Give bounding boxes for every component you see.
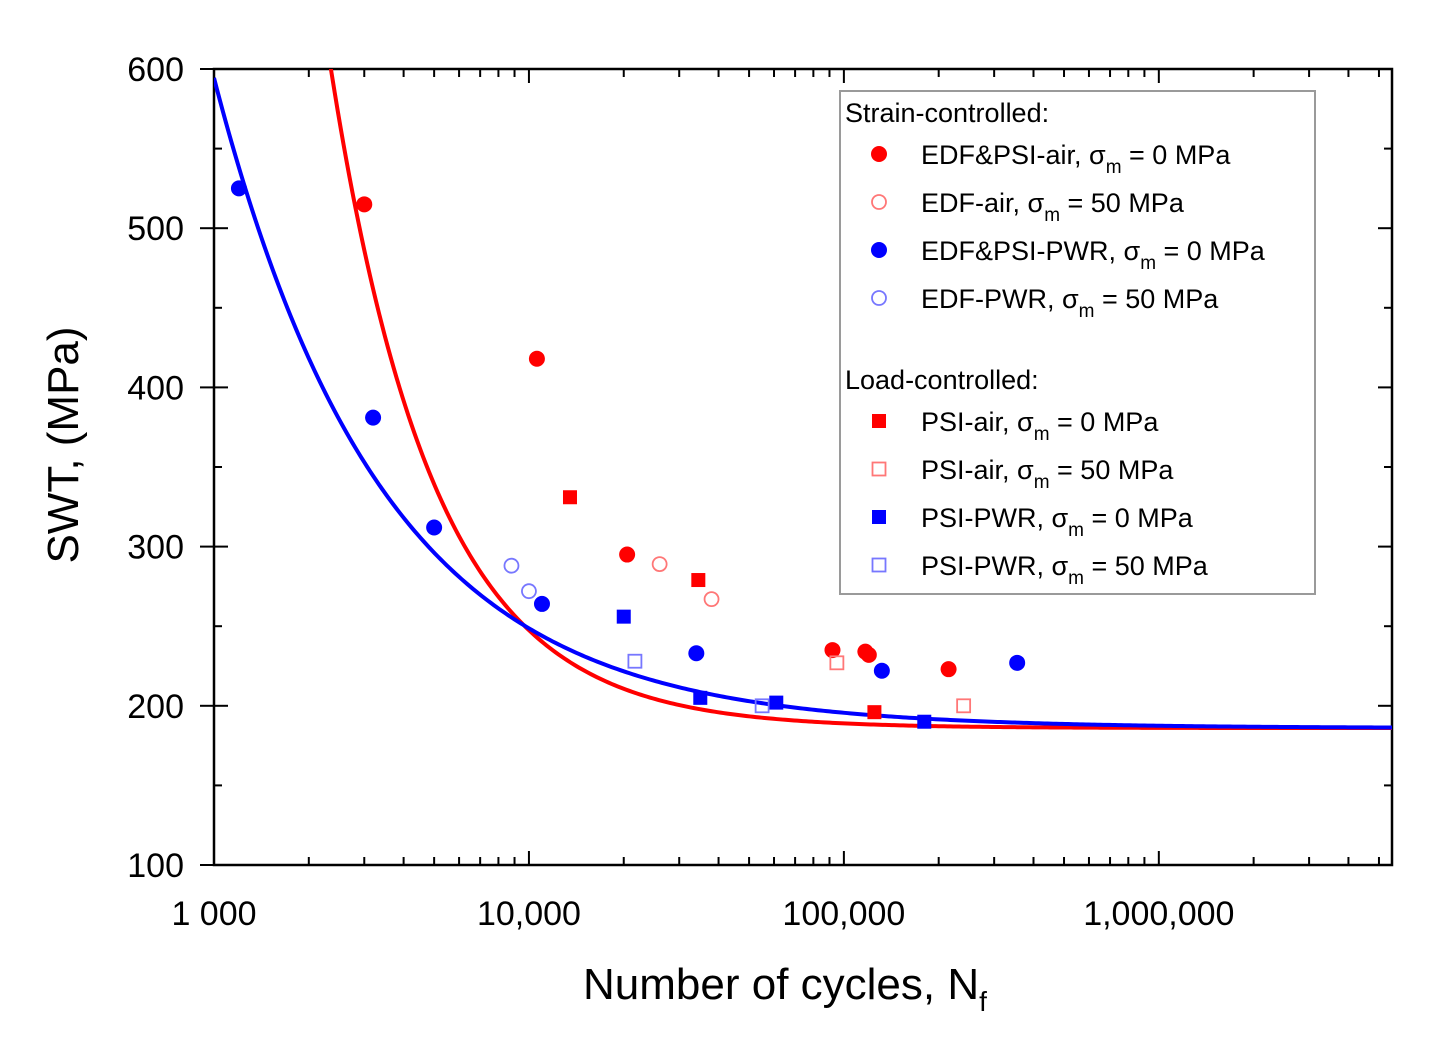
data-point <box>528 350 545 367</box>
legend-box <box>839 90 1316 595</box>
data-point <box>230 180 247 197</box>
data-point <box>917 714 932 729</box>
y-tick-label: 400 <box>127 369 184 407</box>
data-point <box>503 557 520 574</box>
legend-label: PSI-PWR, σm = 0 MPa <box>921 503 1194 541</box>
data-point <box>688 645 705 662</box>
fit-curve <box>214 77 1392 730</box>
data-point <box>940 661 957 678</box>
data-point <box>521 583 537 600</box>
legend-label: EDF-PWR, σm = 50 MPa <box>921 284 1219 322</box>
data-point <box>824 642 841 659</box>
data-point <box>365 409 382 426</box>
legend-label: EDF&PSI-air, σm = 0 MPa <box>921 140 1231 178</box>
legend-marker <box>871 557 887 573</box>
data-point <box>562 490 577 505</box>
y-tick-label: 300 <box>127 529 184 567</box>
x-tick-labels: 1 000 10,000 100,000 1,000,000 <box>171 895 1234 933</box>
y-tick-label: 200 <box>127 688 184 726</box>
fit-curves <box>214 69 1392 731</box>
legend-label: EDF&PSI-PWR, σm = 0 MPa <box>921 236 1266 274</box>
legend-label: PSI-air, σm = 50 MPa <box>921 455 1174 493</box>
data-point <box>956 698 972 714</box>
data-point <box>769 695 784 710</box>
data-point <box>1009 654 1026 671</box>
data-point <box>627 653 643 669</box>
y-axis-title: SWT, (MPa) <box>39 326 88 563</box>
x-tick-label: 10,000 <box>477 895 581 933</box>
data-point <box>873 662 890 679</box>
data-point <box>691 573 706 588</box>
legend-marker <box>872 510 886 524</box>
y-tick-label: 500 <box>127 210 184 248</box>
data-point <box>356 196 373 213</box>
legend-marker <box>871 194 887 210</box>
data-markers <box>230 180 1026 729</box>
legend-marker <box>872 414 886 428</box>
legend-marker <box>871 290 887 306</box>
x-tick-label: 1 000 <box>171 895 256 933</box>
legend-marker <box>871 242 887 258</box>
y-tick-label: 600 <box>127 51 184 89</box>
data-point <box>860 646 877 663</box>
legend-marker <box>871 146 887 162</box>
y-tick-label: 100 <box>127 847 184 885</box>
y-tick-labels: 100 200 300 400 500 600 <box>127 51 184 885</box>
legend-marker <box>871 461 887 477</box>
data-point <box>867 705 882 720</box>
data-point <box>616 609 631 624</box>
data-point <box>651 556 668 573</box>
legend-heading: Strain-controlled: <box>845 98 1049 128</box>
data-point <box>533 595 550 612</box>
data-point <box>619 546 636 563</box>
data-point <box>426 519 443 536</box>
data-point <box>703 591 720 608</box>
data-point <box>693 690 708 705</box>
legend-label: PSI-air, σm = 0 MPa <box>921 407 1159 445</box>
legend-label: EDF-air, σm = 50 MPa <box>921 188 1185 226</box>
x-tick-label: 1,000,000 <box>1083 895 1234 933</box>
legend-label: PSI-PWR, σm = 50 MPa <box>921 551 1209 589</box>
legend: Strain-controlled: EDF&PSI-air, σm = 0 MP… <box>839 90 1316 595</box>
axis-ticks <box>200 68 1392 866</box>
legend-heading: Load-controlled: <box>845 365 1039 395</box>
x-tick-label: 100,000 <box>782 895 905 933</box>
x-axis-title: Number of cycles, Nf <box>583 960 987 1017</box>
data-point <box>829 655 845 671</box>
data-point <box>754 698 770 714</box>
